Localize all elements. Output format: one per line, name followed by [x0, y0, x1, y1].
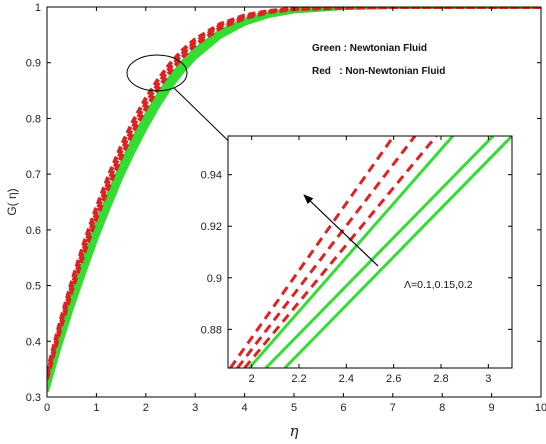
- y-tick-label: 1: [35, 2, 41, 14]
- y-tick-label: 0.5: [26, 281, 41, 293]
- y-tick-label: 0.3: [26, 392, 41, 404]
- x-tick-label: 2.6: [386, 373, 401, 385]
- y-tick-label: 0.9: [207, 273, 222, 285]
- series-line-3: [248, 136, 454, 368]
- x-tick-label: 2: [249, 373, 255, 385]
- y-tick-label: 0.88: [201, 324, 222, 336]
- inset-axes: 2 2.2 2.4 2.6 2.8 3 0.88 0.9 0.92 0.94: [201, 135, 513, 385]
- x-tick-label: 8: [439, 402, 445, 414]
- x-tick-label: 2.8: [433, 373, 448, 385]
- y-tick-label: 0.6: [26, 225, 41, 237]
- series-line-6: [229, 136, 395, 368]
- y-tick-label: 0.7: [26, 169, 41, 181]
- series-line-1: [283, 136, 512, 368]
- inset-plot: [229, 136, 512, 368]
- series-line-2: [264, 136, 495, 368]
- legend-newtonian: Green : Newtonian Fluid: [312, 43, 427, 54]
- series-line-4: [243, 136, 438, 368]
- x-tick-label: 9: [489, 402, 495, 414]
- lambda-arrow: [303, 194, 379, 267]
- x-tick-label: 2.2: [291, 373, 306, 385]
- lambda-annotation: Λ=0.1,0.15,0.2: [404, 279, 473, 291]
- x-axis-label: η: [290, 422, 299, 440]
- x-tick-label: 4: [242, 402, 248, 414]
- x-tick-label: 3: [192, 402, 198, 414]
- zoom-ellipse: [126, 54, 188, 92]
- series-line-5: [236, 136, 417, 368]
- y-axis-label: G( η): [5, 188, 19, 215]
- x-tick-label: 7: [390, 402, 396, 414]
- x-tick-label: 1: [93, 402, 99, 414]
- legend-non-newtonian: Red : Non-Newtonian Fluid: [312, 66, 445, 77]
- x-tick-label: 5: [291, 402, 297, 414]
- main-axes: 0 1 2 3 4 5 6 7 8 9 10 0.3 0.4 0.5 0.6 0.7 0.8 0.9 1 η G( η): [5, 2, 546, 440]
- x-tick-label: 6: [340, 402, 346, 414]
- series-line-6: [47, 7, 541, 374]
- x-tick-label: 2.4: [339, 373, 354, 385]
- y-tick-label: 0.9: [26, 58, 41, 70]
- x-tick-label: 0: [44, 402, 50, 414]
- y-tick-label: 0.8: [26, 113, 41, 125]
- x-tick-label: 2: [143, 402, 149, 414]
- x-tick-label: 3: [485, 373, 491, 385]
- y-tick-label: 0.4: [26, 336, 41, 348]
- inset-frame: [227, 135, 513, 369]
- series-line-5: [47, 7, 541, 377]
- y-tick-label: 0.92: [201, 221, 222, 233]
- y-tick-label: 0.94: [201, 170, 222, 182]
- x-tick-label: 10: [535, 402, 546, 414]
